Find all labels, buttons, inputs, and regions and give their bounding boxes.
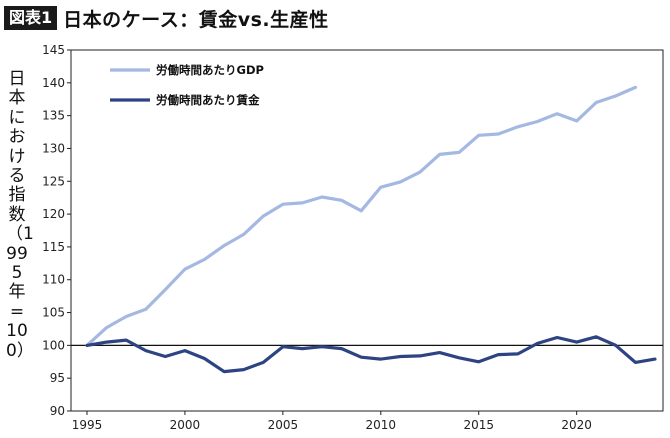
y-tick-label: 90 <box>50 404 65 418</box>
x-tick-label: 2000 <box>170 418 201 432</box>
page-title: 日本のケース：賃金vs.生産性 <box>63 8 329 31</box>
figure-badge: 図表1 <box>4 6 58 30</box>
y-tick-label: 125 <box>42 174 65 188</box>
y-tick-label: 130 <box>42 141 65 155</box>
x-tick-label: 2005 <box>268 418 299 432</box>
y-tick-label: 110 <box>42 273 65 287</box>
plot-frame <box>70 49 664 412</box>
y-tick-label: 120 <box>42 207 65 221</box>
series-line-wage <box>85 335 657 374</box>
series-line-gdp <box>85 85 638 347</box>
y-tick-label: 145 <box>42 43 65 57</box>
y-tick-label: 95 <box>50 371 65 385</box>
x-tick-label: 2020 <box>561 418 592 432</box>
y-tick-label: 135 <box>42 109 65 123</box>
legend-label: 労働時間あたりGDP <box>156 63 264 77</box>
x-tick-label: 1995 <box>72 418 103 432</box>
legend-label: 労働時間あたり賃金 <box>156 93 260 107</box>
y-tick-label: 100 <box>42 338 65 352</box>
x-tick-label: 2010 <box>366 418 397 432</box>
y-tick-label: 140 <box>42 76 65 90</box>
y-tick-label: 105 <box>42 306 65 320</box>
y-tick-label: 115 <box>42 240 65 254</box>
figure-header: 図表1 日本のケース：賃金vs.生産性 <box>4 4 329 32</box>
x-tick-label: 2015 <box>463 418 494 432</box>
y-axis-label: 日本における指数（1995年=100） <box>6 69 34 361</box>
